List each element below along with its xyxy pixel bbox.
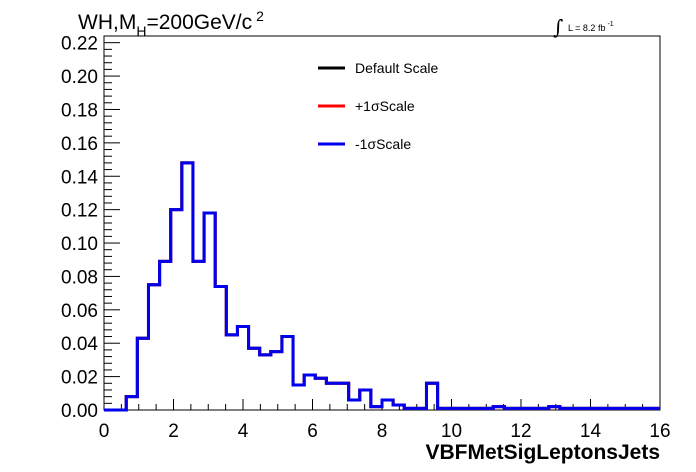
plot-frame bbox=[103, 35, 661, 411]
x-tick-label: 10 bbox=[441, 421, 462, 442]
x-tick-label: 2 bbox=[168, 421, 179, 442]
y-tick-label: 0.10 bbox=[61, 234, 98, 255]
lumi-integral-symbol: ∫ bbox=[553, 15, 563, 39]
y-tick-label: 0.12 bbox=[61, 201, 98, 222]
y-tick-label: 0.20 bbox=[61, 67, 98, 88]
x-tick-label: 16 bbox=[649, 421, 670, 442]
legend: Default Scale +1σScale -1σScale bbox=[318, 60, 438, 152]
lumi-superscript: -1 bbox=[607, 21, 613, 28]
x-tick-label: 4 bbox=[238, 421, 249, 442]
legend-entry: Default Scale bbox=[355, 60, 438, 76]
series-group bbox=[104, 161, 660, 412]
x-tick-label: 8 bbox=[377, 421, 388, 442]
legend-entry: -1σScale bbox=[355, 136, 411, 152]
lumi-text: L = 8.2 fb bbox=[568, 23, 605, 33]
title-superscript: 2 bbox=[256, 8, 264, 24]
x-tick-label: 14 bbox=[580, 421, 602, 442]
y-tick-label: 0.06 bbox=[61, 301, 98, 322]
x-axis-label: VBFMetSigLeptonsJets bbox=[425, 441, 660, 464]
x-axis: 0 2 4 6 8 10 12 14 16 bbox=[99, 399, 671, 442]
y-tick-label: 0.22 bbox=[61, 34, 98, 55]
y-tick-label: 0.14 bbox=[61, 167, 98, 188]
y-tick-label: 0.02 bbox=[61, 368, 98, 389]
y-tick-label: 0.08 bbox=[61, 267, 98, 288]
y-tick-label: 0.18 bbox=[61, 100, 98, 121]
x-tick-label: 6 bbox=[307, 421, 318, 442]
title-base: WH,M bbox=[78, 11, 136, 34]
lumi-label: L = 8.2 fb -1 bbox=[568, 21, 614, 33]
x-tick-label: 0 bbox=[99, 421, 110, 442]
y-tick-label: 0.00 bbox=[61, 401, 98, 422]
chart-title: WH,MH=200GeV/c 2 bbox=[78, 8, 264, 39]
histogram-series-2 bbox=[104, 161, 660, 412]
title-mid: =200GeV/c bbox=[146, 11, 252, 34]
y-tick-label: 0.04 bbox=[61, 334, 98, 355]
title-subscript: H bbox=[136, 23, 146, 39]
y-axis: 0.00 0.02 0.04 0.06 0.08 0.10 0.12 0.14 0.16 0.18… bbox=[61, 34, 120, 422]
y-tick-label: 0.16 bbox=[61, 134, 98, 155]
legend-entry: +1σScale bbox=[355, 98, 415, 114]
x-tick-label: 12 bbox=[510, 421, 531, 442]
